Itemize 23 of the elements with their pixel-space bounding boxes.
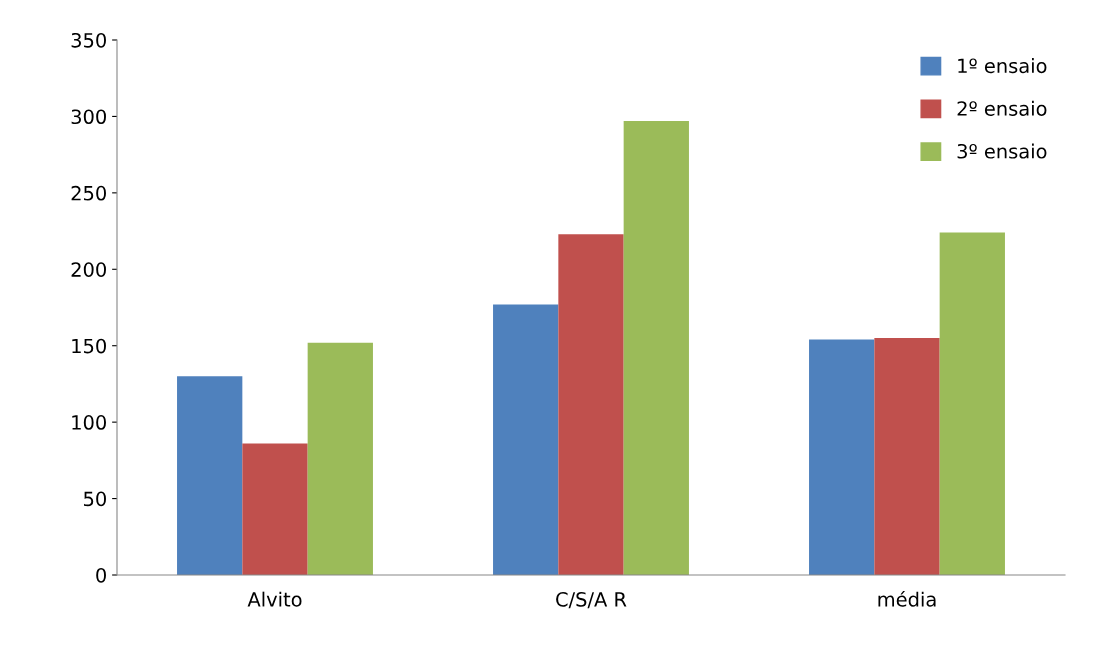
x-tick-label: Alvito: [247, 591, 302, 607]
y-tick-label: 0: [96, 567, 106, 583]
bar: [177, 376, 243, 575]
bar: [242, 443, 308, 575]
y-tick-label: 100: [72, 415, 106, 430]
y-tick-label: 150: [72, 338, 106, 354]
bar: [623, 121, 689, 575]
y-tick-label: 200: [71, 262, 106, 277]
x-tick-label: C/S/A R: [556, 592, 627, 609]
bar: [939, 232, 1005, 575]
y-tick-label: 300: [71, 109, 106, 125]
y-tick-label: 50: [84, 491, 106, 507]
x-tick-label: média: [878, 590, 936, 607]
bar: [809, 339, 875, 575]
bar: [874, 338, 940, 575]
legend-label: 2º ensaio: [957, 100, 1047, 116]
legend-label: 1º ensaio: [958, 58, 1047, 74]
legend-label: 3º ensaio: [957, 143, 1047, 159]
y-tick-label: 250: [71, 185, 106, 201]
bar: [493, 304, 559, 575]
bar: [558, 234, 624, 575]
bar: [307, 342, 373, 575]
y-tick-label: 350: [71, 32, 106, 48]
